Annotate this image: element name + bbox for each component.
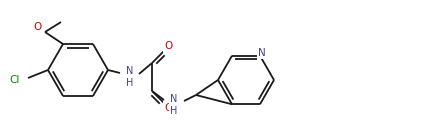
Text: O: O (165, 41, 173, 51)
Text: N: N (258, 48, 266, 58)
Text: N
H: N H (127, 66, 134, 88)
Text: O: O (165, 103, 173, 113)
Text: O: O (34, 22, 42, 32)
Text: N
H: N H (170, 94, 178, 116)
Text: Cl: Cl (10, 75, 20, 85)
